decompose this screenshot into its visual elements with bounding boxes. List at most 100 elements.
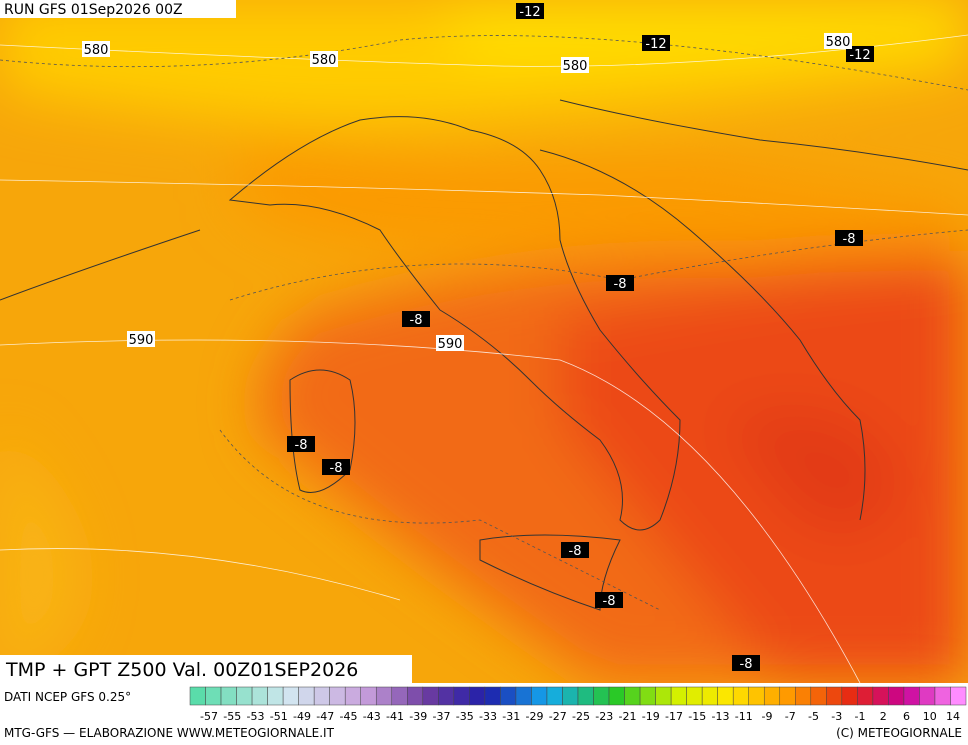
temp-isolines: [0, 35, 968, 611]
contour-label: -8: [843, 232, 856, 247]
color-cell: [701, 686, 718, 706]
color-cell: [826, 686, 843, 706]
color-cell: [531, 686, 548, 706]
color-cell: [763, 686, 781, 706]
color-cell: [748, 686, 765, 706]
legend-label: -15: [688, 710, 706, 723]
contour-label: -8: [740, 657, 753, 672]
legend-label: -57: [200, 710, 218, 723]
legend-label: -1: [855, 710, 866, 723]
color-cell: [593, 686, 610, 706]
color-cell: [888, 686, 905, 706]
legend-label: -45: [340, 710, 358, 723]
product-label: TMP + GPT Z500 Val. 00Z01SEP2026: [5, 659, 358, 681]
contour-label: -12: [849, 48, 870, 63]
label-box: [402, 311, 430, 327]
legend-label: -37: [433, 710, 451, 723]
color-cell: [950, 686, 967, 706]
color-cell: [934, 686, 951, 706]
contour-label: -8: [330, 461, 343, 476]
map-field: [0, 0, 968, 683]
color-cell: [670, 686, 687, 706]
color-cell: [717, 686, 734, 706]
legend-label: -29: [526, 710, 544, 723]
legend-label: -49: [293, 710, 311, 723]
color-cell: [251, 686, 268, 706]
product-box: [0, 655, 412, 683]
label-box: [595, 592, 623, 608]
label-box: [824, 33, 852, 49]
color-cell: [453, 686, 470, 706]
contour-label: 580: [84, 43, 109, 58]
legend-label: -25: [572, 710, 590, 723]
contour-label: 590: [438, 337, 463, 352]
color-cell: [810, 686, 827, 706]
label-box: [310, 51, 338, 67]
color-cell: [469, 686, 486, 706]
color-cell: [438, 686, 455, 706]
color-cell: [344, 686, 361, 706]
legend-label: -35: [456, 710, 474, 723]
color-cell: [391, 686, 408, 706]
source-label: DATI NCEP GFS 0.25°: [4, 690, 131, 704]
contour-label: -8: [614, 277, 627, 292]
color-cell: [546, 686, 563, 706]
legend-label: -39: [409, 710, 427, 723]
color-cell: [282, 686, 299, 706]
color-cell: [577, 686, 594, 706]
contour-label: -8: [603, 594, 616, 609]
legend-label: -27: [549, 710, 567, 723]
label-box: [642, 35, 670, 51]
color-cell: [484, 686, 501, 706]
label-box: [322, 459, 350, 475]
color-cell: [624, 686, 641, 706]
color-cell: [329, 686, 346, 706]
color-cell: [313, 686, 330, 706]
legend-label: -51: [270, 710, 288, 723]
legend-label: -53: [247, 710, 265, 723]
color-cell: [375, 686, 393, 706]
color-cell: [189, 686, 206, 706]
color-cell: [236, 686, 253, 706]
contour-label: -12: [645, 37, 666, 52]
credits-label: MTG-GFS — ELABORAZIONE WWW.METEOGIORNALE…: [4, 726, 335, 740]
label-box: [127, 331, 155, 347]
contour-label: -12: [519, 5, 540, 20]
color-cell: [639, 686, 656, 706]
legend-label: -21: [619, 710, 637, 723]
contour-label: -8: [569, 544, 582, 559]
label-box: [846, 46, 874, 62]
color-cell: [608, 686, 625, 706]
legend-label: -31: [502, 710, 520, 723]
legend-label: -47: [316, 710, 334, 723]
legend-label: -7: [785, 710, 796, 723]
color-cell: [795, 686, 812, 706]
color-cell: [562, 686, 579, 706]
legend-label: 10: [923, 710, 937, 723]
contour-label: 590: [129, 333, 154, 348]
color-cell: [872, 686, 889, 706]
color-cell: [205, 686, 222, 706]
copyright-label: (C) METEOGIORNALE: [836, 726, 962, 740]
coastlines: [0, 99, 968, 611]
color-cell: [407, 686, 424, 706]
legend-label: -43: [363, 710, 381, 723]
color-cell: [422, 686, 439, 706]
color-cell: [919, 686, 936, 706]
legend-label: 14: [946, 710, 960, 723]
color-cell: [220, 686, 237, 706]
legend-label: -23: [595, 710, 613, 723]
legend-label: -55: [223, 710, 241, 723]
color-cell: [732, 686, 749, 706]
color-cell: [500, 686, 517, 706]
label-box: [606, 275, 634, 291]
legend-label: -41: [386, 710, 404, 723]
label-box: [287, 436, 315, 452]
color-cell: [857, 686, 874, 706]
legend-label: 6: [903, 710, 910, 723]
run-label: RUN GFS 01Sep2026 00Z: [4, 2, 183, 18]
contour-label: -8: [295, 438, 308, 453]
contour-label: 580: [312, 53, 337, 68]
legend-label: -17: [665, 710, 683, 723]
